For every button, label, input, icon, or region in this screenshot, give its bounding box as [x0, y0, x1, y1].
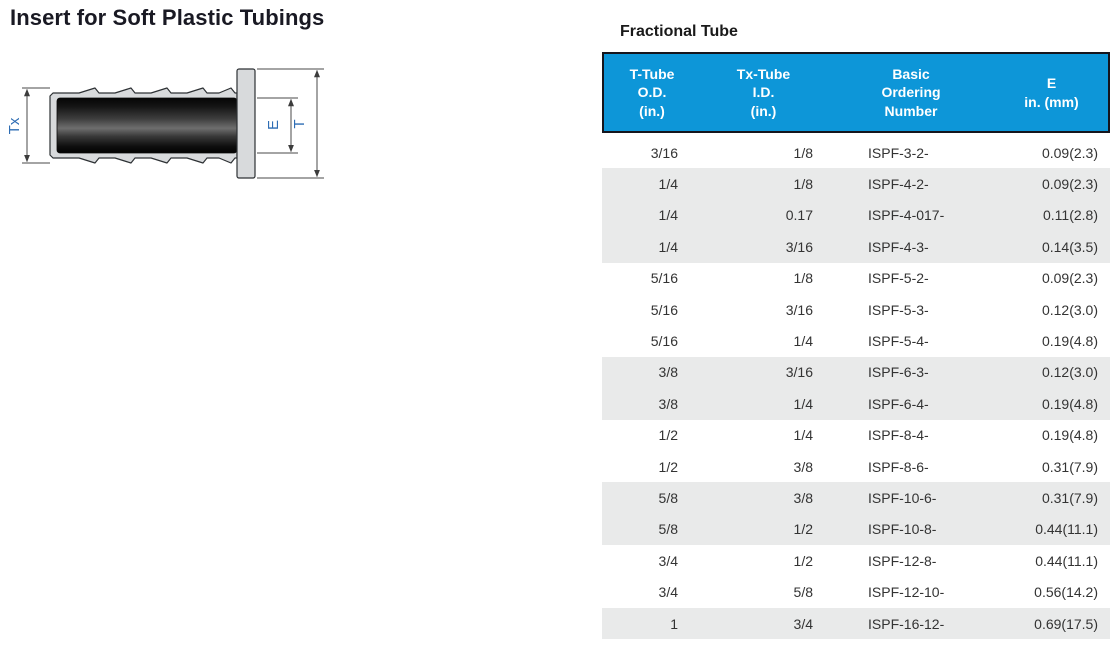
- table-row: 1 3/4 ISPF-16-12- 0.69(17.5): [602, 607, 1110, 640]
- column-header-e: E in. (mm): [1024, 75, 1079, 110]
- cell-e: 0.31(7.9): [1041, 489, 1098, 506]
- cell-tx-id: 1/8: [793, 176, 813, 193]
- cell-t-od: 1/4: [658, 176, 678, 193]
- cell-tx-id: 3/16: [785, 301, 813, 318]
- cell-order-no: ISPF-3-2-: [868, 144, 929, 161]
- cell-e: 0.44(11.1): [1035, 521, 1098, 538]
- cell-order-no: ISPF-12-8-: [868, 552, 937, 569]
- cell-e: 0.56(14.2): [1034, 584, 1098, 601]
- table-row: 1/4 0.17 ISPF-4-017- 0.11(2.8): [602, 199, 1110, 232]
- cell-t-od: 3/4: [658, 584, 678, 601]
- cell-order-no: ISPF-10-8-: [868, 521, 937, 538]
- cell-tx-id: 1/4: [793, 333, 813, 350]
- cell-tx-id: 1/4: [793, 427, 813, 444]
- table-row: 5/16 1/4 ISPF-5-4- 0.19(4.8): [602, 325, 1110, 357]
- cell-tx-id: 1/4: [793, 395, 813, 412]
- cell-e: 0.09(2.3): [1041, 144, 1098, 161]
- cell-order-no: ISPF-12-10-: [868, 584, 945, 601]
- column-header-t-od: T-Tube O.D. (in.): [629, 65, 675, 119]
- cell-order-no: ISPF-6-3-: [868, 364, 929, 381]
- cell-tx-id: 3/16: [785, 238, 813, 255]
- cell-order-no: ISPF-5-3-: [868, 301, 929, 318]
- table-row: 5/16 3/16 ISPF-5-3- 0.12(3.0): [602, 293, 1110, 326]
- column-header-tx-id: Tx-Tube I.D. (in.): [736, 65, 791, 119]
- cell-tx-id: 1/8: [793, 144, 813, 161]
- cell-t-od: 3/16: [650, 144, 678, 161]
- cell-e: 0.44(11.1): [1035, 552, 1098, 569]
- dim-label-tx: Tx: [6, 117, 23, 134]
- cell-tx-id: 0.17: [785, 207, 813, 224]
- table-row: 5/16 1/8 ISPF-5-2- 0.09(2.3): [602, 262, 1110, 294]
- cell-t-od: 1: [670, 615, 678, 632]
- table-title: Fractional Tube: [620, 23, 738, 40]
- table-row: 1/4 1/8 ISPF-4-2- 0.09(2.3): [602, 168, 1110, 200]
- cell-order-no: ISPF-6-4-: [868, 395, 929, 412]
- cell-tx-id: 5/8: [793, 584, 813, 601]
- cell-e: 0.19(4.8): [1041, 395, 1098, 412]
- cell-t-od: 5/16: [650, 301, 678, 318]
- cell-e: 0.14(3.5): [1041, 238, 1098, 255]
- table-row: 1/2 1/4 ISPF-8-4- 0.19(4.8): [602, 419, 1110, 451]
- dim-label-e: E: [265, 120, 282, 130]
- cell-e: 0.69(17.5): [1034, 615, 1098, 632]
- table-row: 5/8 3/8 ISPF-10-6- 0.31(7.9): [602, 482, 1110, 514]
- cell-e: 0.09(2.3): [1041, 176, 1098, 193]
- cell-e: 0.09(2.3): [1041, 270, 1098, 287]
- cell-order-no: ISPF-8-4-: [868, 427, 929, 444]
- cell-order-no: ISPF-5-2-: [868, 270, 929, 287]
- table-row: 3/4 5/8 ISPF-12-10- 0.56(14.2): [602, 576, 1110, 608]
- table-row: 3/16 1/8 ISPF-3-2- 0.09(2.3): [602, 137, 1110, 169]
- dim-lines-tx: [22, 87, 50, 164]
- table-row: 3/8 3/16 ISPF-6-3- 0.12(3.0): [602, 356, 1110, 389]
- dim-lines-e: [257, 97, 298, 154]
- cell-t-od: 3/4: [658, 552, 678, 569]
- dim-label-t: T: [291, 119, 308, 128]
- cell-e: 0.12(3.0): [1041, 301, 1098, 318]
- cell-t-od: 5/16: [650, 333, 678, 350]
- cell-tx-id: 3/16: [785, 364, 813, 381]
- cell-order-no: ISPF-4-017-: [868, 207, 945, 224]
- cell-tx-id: 3/4: [793, 615, 813, 632]
- cell-t-od: 3/8: [658, 364, 678, 381]
- insert-technical-drawing: Tx E T: [6, 68, 324, 179]
- cell-t-od: 1/2: [658, 427, 678, 444]
- cell-order-no: ISPF-4-3-: [868, 238, 929, 255]
- table-row: 5/8 1/2 ISPF-10-8- 0.44(11.1): [602, 513, 1110, 546]
- table-header-row: T-Tube O.D. (in.) Tx-Tube I.D. (in.) Bas…: [602, 52, 1110, 133]
- fractional-tube-table: 3/16 1/8 ISPF-3-2- 0.09(2.3) 1/4 1/8 ISPF-4-2-…: [602, 137, 1110, 640]
- cell-t-od: 5/8: [658, 521, 678, 538]
- cell-e: 0.19(4.8): [1041, 333, 1098, 350]
- cell-t-od: 5/8: [658, 489, 678, 506]
- cell-t-od: 1/4: [658, 207, 678, 224]
- column-header-order-no: Basic Ordering Number: [881, 65, 941, 119]
- cell-e: 0.19(4.8): [1041, 427, 1098, 444]
- cell-e: 0.12(3.0): [1041, 364, 1098, 381]
- cell-t-od: 1/2: [658, 458, 678, 475]
- cell-e: 0.11(2.8): [1043, 207, 1098, 224]
- table-row: 1/4 3/16 ISPF-4-3- 0.14(3.5): [602, 231, 1110, 263]
- cell-tx-id: 3/8: [793, 458, 813, 475]
- table-row: 3/8 1/4 ISPF-6-4- 0.19(4.8): [602, 388, 1110, 420]
- cell-order-no: ISPF-4-2-: [868, 176, 929, 193]
- cell-tx-id: 1/2: [793, 521, 813, 538]
- cell-order-no: ISPF-5-4-: [868, 333, 929, 350]
- cell-order-no: ISPF-8-6-: [868, 458, 929, 475]
- cell-tx-id: 1/2: [793, 552, 813, 569]
- flange: [236, 68, 256, 179]
- fractional-tube-section: Fractional Tube T-Tube O.D. (in.) Tx-Tub…: [602, 22, 1110, 640]
- cell-t-od: 1/4: [658, 238, 678, 255]
- page-title: Insert for Soft Plastic Tubings: [10, 5, 325, 30]
- cell-t-od: 3/8: [658, 395, 678, 412]
- table-row: 3/4 1/2 ISPF-12-8- 0.44(11.1): [602, 545, 1110, 577]
- table-row: 1/2 3/8 ISPF-8-6- 0.31(7.9): [602, 450, 1110, 483]
- bore: [56, 97, 238, 154]
- cell-tx-id: 1/8: [793, 270, 813, 287]
- cell-e: 0.31(7.9): [1041, 458, 1098, 475]
- dim-lines-t: [257, 68, 324, 179]
- cell-t-od: 5/16: [650, 270, 678, 287]
- cell-order-no: ISPF-10-6-: [868, 489, 937, 506]
- cell-order-no: ISPF-16-12-: [868, 615, 945, 632]
- cell-tx-id: 3/8: [793, 489, 813, 506]
